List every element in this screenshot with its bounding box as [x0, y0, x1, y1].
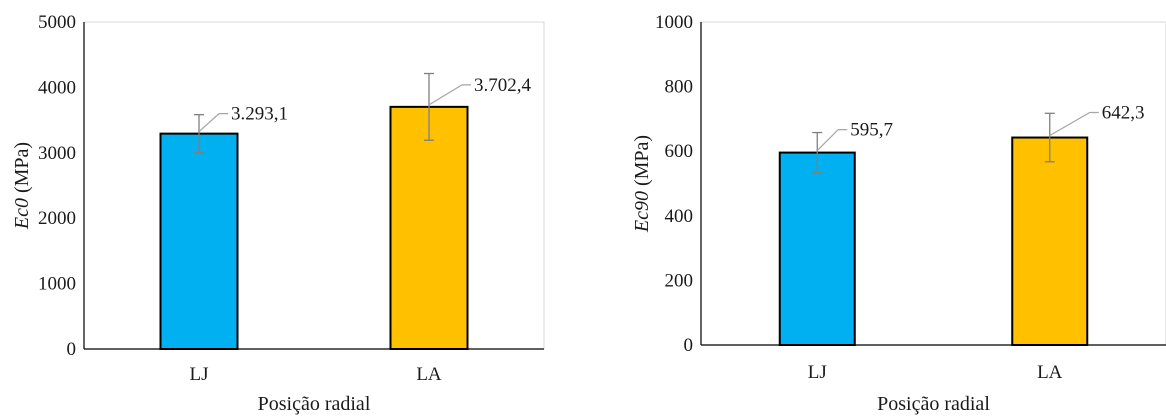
y-tick-label: 5000: [38, 12, 76, 33]
y-tick-label: 0: [684, 335, 694, 356]
y-tick-label: 0: [67, 339, 77, 360]
bar-la: [1011, 136, 1089, 346]
data-label: 595,7: [850, 120, 893, 141]
bar-lj: [159, 132, 239, 350]
data-label-leader: [198, 113, 228, 133]
y-tick-label: 3000: [38, 143, 76, 164]
x-category-label: LA: [1037, 362, 1063, 383]
y-tick-label: 2000: [38, 208, 76, 229]
y-tick-label: 800: [665, 77, 694, 98]
chart-1: 0 1000 2000 3000 4000 5000 3.293,1 LJ 3.702,4 LA P…: [11, 12, 545, 415]
plot-area-border: [83, 21, 545, 350]
bar-la: [389, 105, 469, 350]
x-axis-title: Posição radial: [877, 393, 990, 415]
x-category-label: LJ: [190, 364, 209, 385]
x-axis-title: Posição radial: [258, 393, 371, 415]
plot-area-border: [700, 21, 1166, 346]
data-label: 3.293,1: [231, 104, 288, 125]
data-label: 642,3: [1102, 103, 1145, 124]
data-label: 3.702,4: [474, 75, 532, 96]
data-label-leader: [816, 128, 848, 152]
y-tick-label: 1000: [655, 12, 693, 33]
x-category-label: LJ: [808, 362, 827, 383]
data-label-leader: [428, 84, 471, 106]
y-tick-label: 600: [665, 141, 694, 162]
y-tick-label: 400: [665, 206, 694, 227]
x-category-label: LA: [416, 364, 442, 385]
y-axis-title: Ec0 (MPa): [11, 142, 33, 230]
chart-2: 0 200 400 600 800 1000 595,7 LJ 642,3 LA Posição r…: [631, 12, 1166, 415]
y-tick-label: 200: [665, 270, 694, 291]
y-tick-label: 4000: [38, 77, 76, 98]
y-tick-label: 1000: [38, 274, 76, 295]
y-axis-title: Ec90 (MPa): [631, 135, 653, 233]
data-label-leader: [1049, 111, 1099, 137]
bar-lj: [778, 151, 856, 346]
